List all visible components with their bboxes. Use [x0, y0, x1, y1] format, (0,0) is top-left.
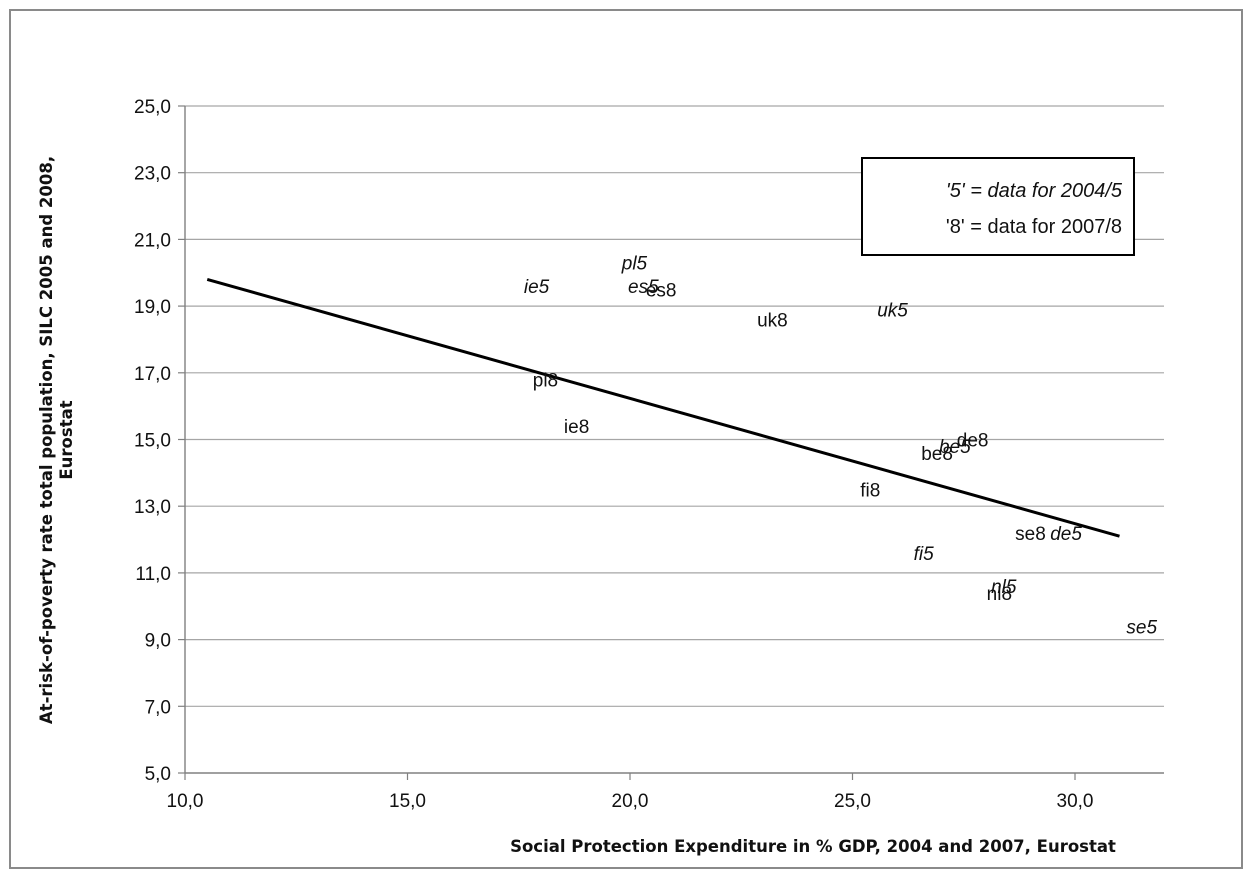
trendline-group [206, 277, 1120, 538]
x-tick-label: 15,0 [389, 791, 426, 812]
y-axis-title-line-1: At-risk-of-poverty rate total population… [37, 156, 56, 724]
y-tick-label: 17,0 [134, 364, 171, 385]
trendline [206, 277, 1120, 538]
data-point-be8: be8 [921, 444, 953, 465]
data-point-de8: de8 [957, 431, 989, 452]
legend-line-2: '8' = data for 2007/8 [946, 216, 1122, 238]
x-tick-label: 30,0 [1057, 791, 1094, 812]
grid-lines [185, 105, 1164, 707]
data-point-es8: es8 [646, 280, 677, 301]
y-tick-label: 9,0 [145, 631, 171, 652]
data-point-de5: de5 [1050, 524, 1082, 545]
x-tick-label: 20,0 [612, 791, 649, 812]
data-point-pl8: pl8 [533, 370, 558, 391]
data-point-ie5: ie5 [524, 277, 550, 298]
data-point-nl5: nl5 [991, 577, 1017, 598]
y-axis-title: At-risk-of-poverty rate total population… [37, 156, 76, 724]
legend-box [861, 157, 1135, 256]
data-point-ie8: ie8 [564, 417, 589, 438]
y-tick-label: 19,0 [134, 297, 171, 318]
legend: '5' = data for 2004/5 '8' = data for 200… [861, 157, 1135, 256]
data-point-pl5: pl5 [621, 254, 648, 275]
y-tick-label: 11,0 [135, 564, 171, 585]
y-axis-ticks: 5,0 7,0 9,0 11,0 13,0 15,0 17,0 19,0 21,0 23,0 25,… [134, 97, 185, 785]
y-tick-label: 13,0 [134, 497, 171, 518]
y-tick-label: 25,0 [134, 97, 171, 118]
data-point-fi5: fi5 [914, 544, 935, 565]
x-axis-ticks: 10,0 15,0 20,0 25,0 30,0 [167, 773, 1094, 812]
y-tick-label: 15,0 [134, 431, 171, 452]
data-point-uk8: uk8 [757, 310, 788, 331]
x-axis-title: Social Protection Expenditure in % GDP, … [510, 837, 1116, 856]
data-point-nl8: nl8 [987, 584, 1012, 605]
y-tick-label: 23,0 [134, 164, 171, 185]
y-tick-label: 5,0 [145, 764, 171, 785]
data-point-fi8: fi8 [860, 481, 880, 502]
x-tick-label: 25,0 [834, 791, 871, 812]
y-tick-label: 21,0 [134, 230, 171, 251]
x-tick-label: 10,0 [167, 791, 204, 812]
data-point-be5: be5 [939, 437, 971, 458]
y-axis-title-line-2: Eurostat [57, 400, 76, 479]
data-point-uk5: uk5 [877, 300, 908, 321]
legend-line-1: '5' = data for 2004/5 [946, 180, 1123, 202]
data-point-se5: se5 [1126, 617, 1157, 638]
data-point-es5: es5 [628, 277, 659, 298]
data-point-se8: se8 [1015, 524, 1046, 545]
y-tick-label: 7,0 [145, 697, 171, 718]
